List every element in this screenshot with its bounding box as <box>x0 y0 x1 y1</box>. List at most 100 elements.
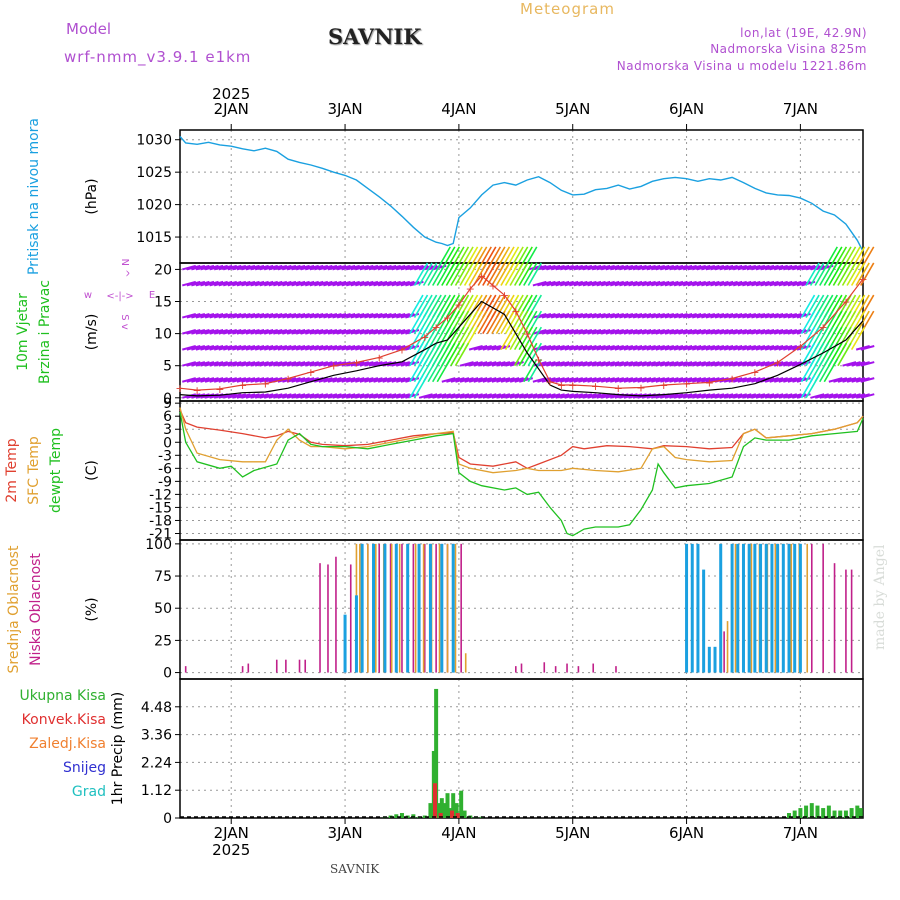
wind-barb <box>241 393 256 399</box>
wind-barb <box>837 342 852 367</box>
wind-barb <box>701 264 716 271</box>
wind-barb <box>254 345 269 351</box>
wind-gust-marker: + <box>819 321 828 334</box>
wind-barb <box>332 329 347 335</box>
wind-barb <box>842 361 857 367</box>
wind-barb <box>445 262 461 286</box>
wind-barb <box>304 264 319 271</box>
wind-barb <box>218 264 233 271</box>
wind-barb <box>487 377 502 383</box>
wind-barb <box>755 361 770 367</box>
total-precip-bar <box>422 815 427 818</box>
wind-barb <box>432 262 447 286</box>
wind-barb <box>268 312 283 319</box>
wind-barb <box>368 312 383 319</box>
wind-barb <box>723 329 738 335</box>
wind-barb <box>664 393 679 399</box>
wind-barb <box>537 264 552 271</box>
wind-barb <box>837 377 852 383</box>
total-precip-bar <box>855 805 860 818</box>
wind-barb <box>728 280 743 287</box>
total-precip-bar <box>411 814 416 818</box>
wind-barb <box>254 393 269 399</box>
high-cloud-bar <box>753 543 757 673</box>
wind-barb <box>204 312 219 319</box>
wind-barb <box>200 377 215 383</box>
wind-barb <box>623 280 638 287</box>
wind-barb <box>245 329 260 335</box>
mid-cloud-bar <box>774 543 777 673</box>
coordinates-label: lon,lat (19E, 42.9N) <box>740 26 867 40</box>
wind-barb <box>318 264 333 271</box>
wind-barb <box>564 329 579 335</box>
wind-barb <box>195 329 210 335</box>
wind-barb <box>355 329 370 335</box>
wind-barb <box>218 280 233 287</box>
wind-barb <box>500 361 515 367</box>
x-tick-label-bottom: 7JAN <box>783 824 818 842</box>
wind-barb <box>641 264 656 271</box>
wind-barb <box>746 345 761 351</box>
wind-barb <box>505 393 520 399</box>
wind-barb <box>673 377 688 383</box>
wind-barb <box>646 312 661 319</box>
wind-barb <box>673 361 688 367</box>
wind-barb <box>641 345 656 351</box>
y-tick-label: 10 <box>154 327 172 343</box>
wind-barb <box>182 264 197 271</box>
wind-barb <box>182 361 197 367</box>
x-tick-label-top: 4JAN <box>441 100 476 118</box>
wind-barb <box>728 329 743 335</box>
wind-barb <box>454 342 470 367</box>
wind-barb <box>382 393 397 399</box>
wind-barb <box>732 280 748 287</box>
mid-cloud-bar <box>464 653 467 673</box>
wind-barb <box>295 393 310 399</box>
wind-barb <box>628 312 643 319</box>
wind-gust-marker: + <box>659 379 668 392</box>
wind-barb <box>327 377 342 383</box>
wind-barb <box>182 377 197 383</box>
y-tick-label: -12 <box>149 487 172 503</box>
wind-barb <box>669 280 684 287</box>
wind-barb <box>250 377 265 383</box>
wind-barb <box>687 393 702 399</box>
wind-barb <box>573 361 588 367</box>
wind-gust-marker: + <box>432 321 441 334</box>
wind-barb <box>564 393 579 399</box>
wind-barb <box>277 393 292 399</box>
wind-barb <box>314 377 329 383</box>
wind-gust-marker: + <box>261 378 270 391</box>
wind-barb <box>227 280 242 287</box>
wind-barb <box>405 264 420 271</box>
wind-barb <box>778 264 793 271</box>
wind-barb <box>800 294 816 318</box>
wind-barb <box>332 393 347 399</box>
wind-barb <box>614 280 629 287</box>
wind-barb <box>600 361 615 367</box>
wind-barb <box>191 377 206 383</box>
wind-barb <box>800 374 816 399</box>
model-label: Model <box>66 20 112 38</box>
wind-barb <box>314 345 329 351</box>
wind-barb <box>673 280 688 287</box>
wind-barb <box>783 329 798 335</box>
wind-barb <box>409 294 424 318</box>
wind-barb <box>855 345 870 351</box>
high-cloud-bar <box>690 543 694 673</box>
wind-barb <box>282 345 297 351</box>
wind-barb <box>691 393 707 399</box>
high-cloud-bar <box>707 646 711 673</box>
wind-barb <box>641 312 656 319</box>
wind-barb <box>295 361 310 367</box>
wind-barb <box>418 262 433 286</box>
wind-barb <box>500 377 515 383</box>
high-cloud-bar <box>406 543 410 673</box>
wind-barb <box>833 377 848 383</box>
wind-barb <box>719 312 734 319</box>
wind-barb <box>309 280 324 287</box>
mid-cloud-bar <box>806 543 809 673</box>
wind-barb <box>783 345 798 351</box>
wind-barb <box>605 264 620 271</box>
wind-barb <box>719 280 734 287</box>
